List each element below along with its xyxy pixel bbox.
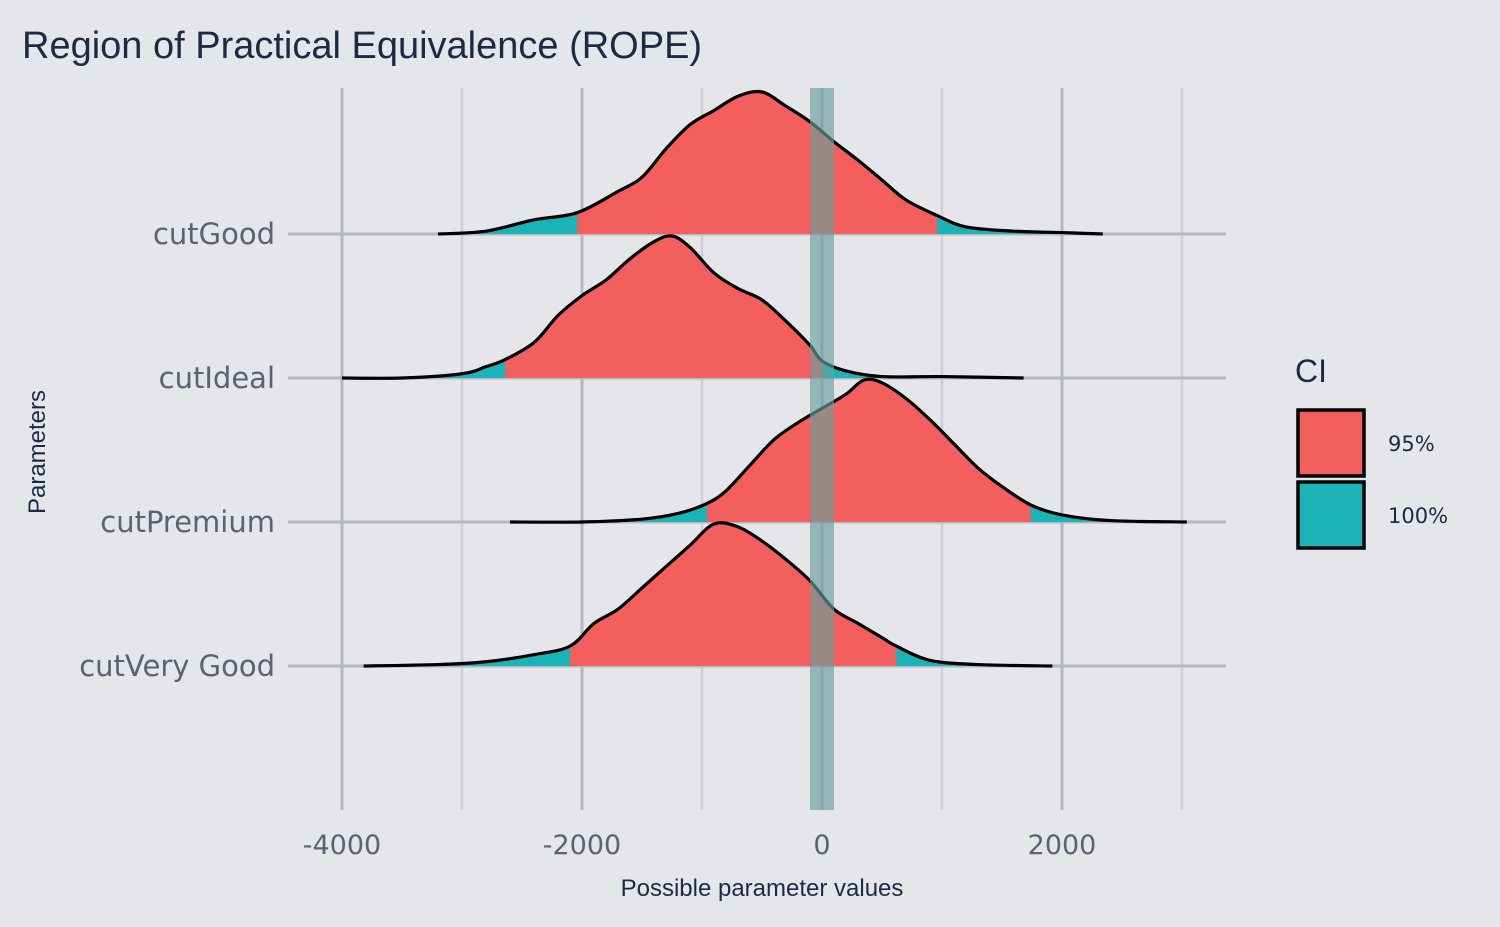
y-tick-label: cutGood xyxy=(153,217,275,251)
ci-95-area xyxy=(577,91,938,234)
density-outline xyxy=(363,521,1053,668)
x-tick-label: 2000 xyxy=(1028,830,1097,861)
y-axis-labels: cutGood cutIdeal cutPremium cutVery Good xyxy=(79,217,275,683)
legend-label: 95% xyxy=(1388,432,1435,456)
x-tick-label: 0 xyxy=(813,830,830,861)
legend-title: CI xyxy=(1295,353,1327,389)
ci-95-area xyxy=(570,522,897,666)
x-tick-label: -2000 xyxy=(543,830,621,861)
y-tick-label: cutIdeal xyxy=(159,361,275,395)
legend-label: 100% xyxy=(1388,504,1448,528)
x-axis-title: Possible parameter values xyxy=(621,875,904,902)
y-axis-title: Parameters xyxy=(24,390,51,514)
ci-95-area xyxy=(706,379,1031,522)
x-tick-label: -4000 xyxy=(303,830,381,861)
x-axis-labels: -4000 -2000 0 2000 xyxy=(303,830,1097,861)
legend: CI 95% 100% xyxy=(1295,353,1448,550)
density-outline xyxy=(437,89,1103,236)
rope-band xyxy=(810,88,834,810)
y-tick-label: cutVery Good xyxy=(79,649,275,683)
chart-title: Region of Practical Equivalence (ROPE) xyxy=(22,25,702,67)
legend-swatch xyxy=(1296,408,1366,478)
density-outline xyxy=(509,377,1187,524)
y-tick-label: cutPremium xyxy=(100,505,275,539)
ci-95-area xyxy=(505,235,822,378)
legend-swatch xyxy=(1296,480,1366,550)
